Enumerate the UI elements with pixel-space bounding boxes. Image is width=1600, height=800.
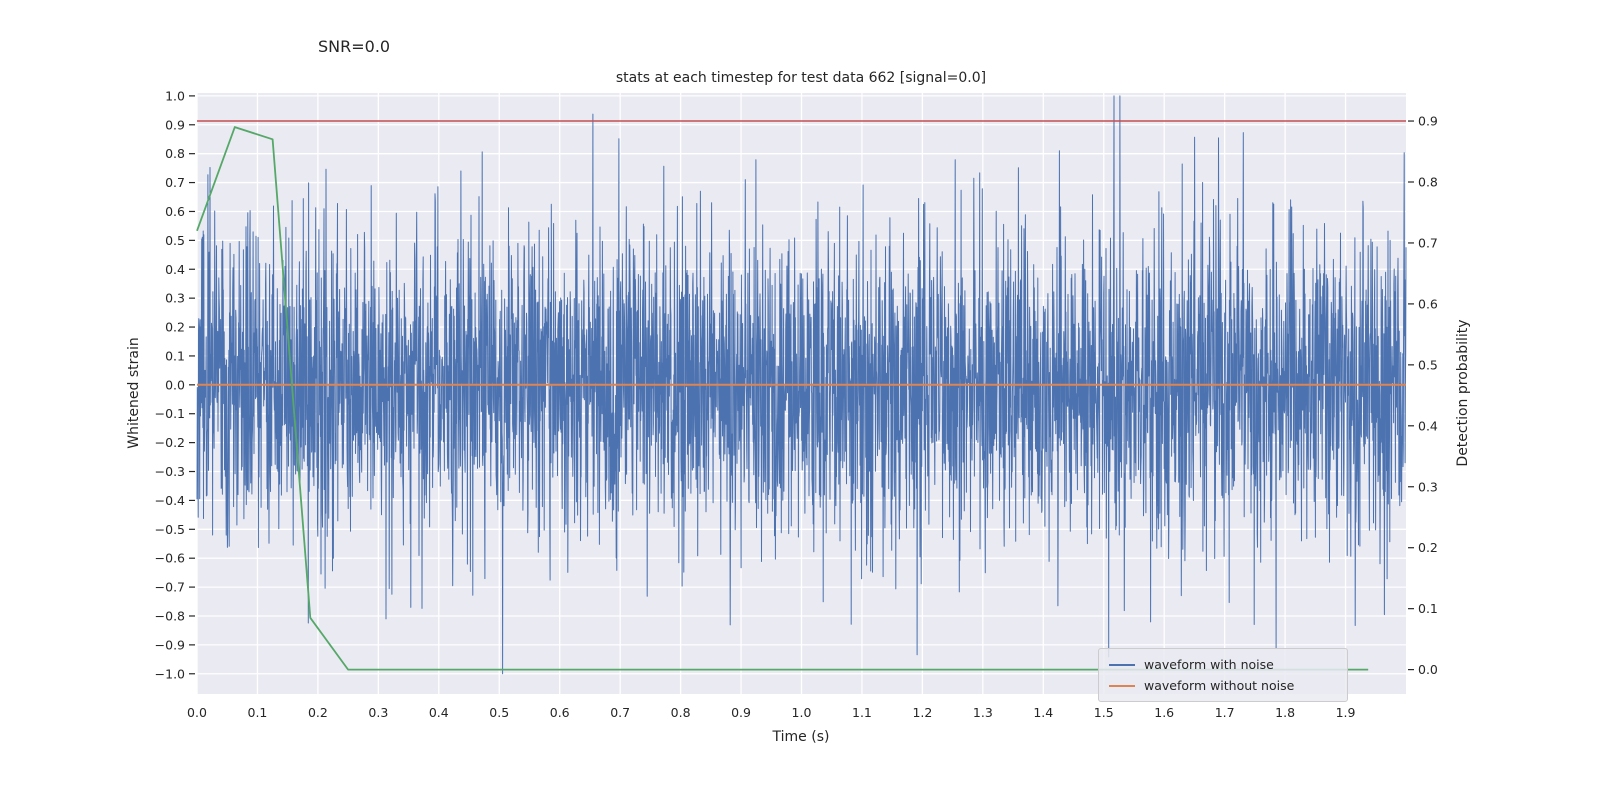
legend: waveform with noise waveform without noi… bbox=[1098, 648, 1348, 702]
y-tick-label-left: −0.2 bbox=[155, 435, 185, 450]
x-tick-label: 0.7 bbox=[610, 705, 630, 720]
y-tick-label-left: 0.4 bbox=[165, 262, 185, 277]
x-axis-label: Time (s) bbox=[772, 729, 830, 745]
legend-line-sample-icon bbox=[1109, 684, 1135, 687]
y-tick-label-right: 0.2 bbox=[1418, 540, 1438, 555]
series-waveform-with-noise bbox=[196, 95, 1407, 675]
x-tick-label: 1.0 bbox=[792, 705, 812, 720]
y-tick-label-left: 0.7 bbox=[165, 175, 185, 190]
y-tick-label-right: 0.4 bbox=[1418, 418, 1438, 433]
x-tick-label: 0.5 bbox=[489, 705, 509, 720]
legend-item-label: waveform without noise bbox=[1144, 678, 1295, 693]
y-tick-label-left: 0.1 bbox=[165, 348, 185, 363]
y-axis-label-right: Detection probability bbox=[1455, 319, 1471, 467]
y-tick-label-right: 0.6 bbox=[1418, 296, 1438, 311]
x-tick-label: 0.3 bbox=[368, 705, 388, 720]
y-tick-label-left: −0.4 bbox=[155, 493, 185, 508]
y-tick-label-left: −0.9 bbox=[155, 637, 185, 652]
x-tick-label: 1.9 bbox=[1336, 705, 1356, 720]
y-tick-label-left: −0.8 bbox=[155, 608, 185, 623]
x-tick-label: 0.1 bbox=[248, 705, 268, 720]
x-tick-label: 1.5 bbox=[1094, 705, 1114, 720]
y-tick-label-left: 0.8 bbox=[165, 146, 185, 161]
y-tick-label-left: 1.0 bbox=[165, 88, 185, 103]
y-tick-label-left: −0.5 bbox=[155, 522, 185, 537]
y-tick-label-left: 0.5 bbox=[165, 233, 185, 248]
y-tick-label-left: −1.0 bbox=[155, 666, 185, 681]
legend-line-sample-icon bbox=[1109, 663, 1135, 666]
x-tick-label: 0.9 bbox=[731, 705, 751, 720]
y-tick-label-left: 0.0 bbox=[165, 377, 185, 392]
snr-annotation: SNR=0.0 bbox=[318, 37, 391, 56]
y-axis-label-left: Whitened strain bbox=[126, 337, 142, 449]
y-tick-label-right: 0.1 bbox=[1418, 601, 1438, 616]
x-tick-label: 0.8 bbox=[671, 705, 691, 720]
y-tick-label-right: 0.0 bbox=[1418, 662, 1438, 677]
x-tick-label: 1.8 bbox=[1275, 705, 1295, 720]
x-tick-label: 1.1 bbox=[852, 705, 872, 720]
y-tick-label-left: 0.9 bbox=[165, 117, 185, 132]
x-tick-label: 0.6 bbox=[550, 705, 570, 720]
legend-item: waveform with noise bbox=[1109, 657, 1337, 672]
y-tick-label-left: 0.2 bbox=[165, 320, 185, 335]
y-tick-label-right: 0.5 bbox=[1418, 357, 1438, 372]
y-tick-label-left: −0.6 bbox=[155, 551, 185, 566]
x-tick-label: 1.6 bbox=[1154, 705, 1174, 720]
y-tick-label-left: −0.1 bbox=[155, 406, 185, 421]
x-tick-label: 1.7 bbox=[1215, 705, 1235, 720]
x-tick-label: 0.2 bbox=[308, 705, 328, 720]
y-tick-label-left: 0.3 bbox=[165, 291, 185, 306]
x-tick-label: 1.4 bbox=[1033, 705, 1053, 720]
x-tick-label: 1.3 bbox=[973, 705, 993, 720]
y-tick-label-right: 0.9 bbox=[1418, 114, 1438, 129]
x-tick-label: 0.0 bbox=[187, 705, 207, 720]
chart-title: stats at each timestep for test data 662… bbox=[615, 70, 987, 86]
y-tick-label-right: 0.3 bbox=[1418, 479, 1438, 494]
x-tick-label: 0.4 bbox=[429, 705, 449, 720]
y-tick-label-right: 0.7 bbox=[1418, 235, 1438, 250]
x-tick-label: 1.2 bbox=[912, 705, 932, 720]
y-tick-label-left: 0.6 bbox=[165, 204, 185, 219]
legend-item: waveform without noise bbox=[1109, 678, 1337, 693]
y-tick-label-left: −0.3 bbox=[155, 464, 185, 479]
legend-item-label: waveform with noise bbox=[1144, 657, 1274, 672]
y-tick-label-left: −0.7 bbox=[155, 580, 185, 595]
y-tick-label-right: 0.8 bbox=[1418, 174, 1438, 189]
